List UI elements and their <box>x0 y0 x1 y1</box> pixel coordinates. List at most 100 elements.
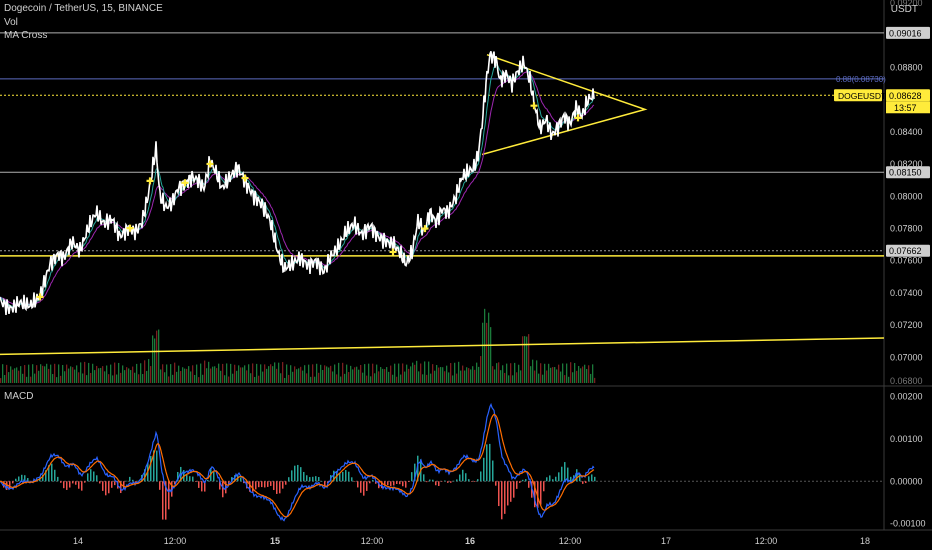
volume-bar <box>132 366 134 383</box>
macd-histogram-bar <box>99 481 101 484</box>
volume-bar <box>74 369 76 383</box>
volume-bar <box>588 365 590 383</box>
macd-histogram-bar <box>219 481 221 490</box>
countdown-tag <box>886 101 930 114</box>
volume-bar <box>2 364 4 383</box>
volume-bar <box>280 373 282 383</box>
macd-histogram-bar <box>546 477 548 482</box>
volume-bar <box>102 366 104 383</box>
macd-histogram-bar <box>348 471 350 482</box>
time-axis-tick-label: 14 <box>73 536 83 546</box>
volume-bar <box>420 363 422 383</box>
macd-histogram-bar <box>492 460 494 482</box>
volume-bar <box>500 370 502 383</box>
volume-bar <box>406 364 408 383</box>
volume-bar <box>70 366 72 383</box>
volume-bar <box>142 374 144 383</box>
macd-histogram-bar <box>165 481 167 520</box>
macd-histogram-bar <box>351 477 353 482</box>
volume-bar <box>30 376 32 383</box>
symbol-tag-label: DOGEUSDT <box>838 91 886 101</box>
price-level-tag-label: 0.08628 <box>889 91 922 101</box>
volume-bar <box>36 365 38 383</box>
volume-bar <box>266 368 268 383</box>
volume-bar <box>358 369 360 383</box>
macd-histogram-bar <box>585 481 587 484</box>
volume-bar <box>366 375 368 383</box>
volume-bar <box>530 366 532 383</box>
volume-bar <box>348 372 350 383</box>
macd-histogram-bar <box>183 470 185 482</box>
price-line <box>0 50 595 315</box>
volume-bar <box>352 369 354 383</box>
volume-bar <box>312 364 314 383</box>
volume-bar <box>110 364 112 383</box>
volume-bar <box>452 375 454 383</box>
volume-bar <box>120 372 122 383</box>
volume-bar <box>580 368 582 383</box>
price-level-tag <box>886 26 930 39</box>
macd-histogram-bar <box>360 481 362 493</box>
volume-bar <box>244 365 246 383</box>
price-level-tag <box>886 244 930 257</box>
volume-bar <box>302 370 304 383</box>
ma-cross-marker <box>421 225 429 233</box>
volume-bar <box>220 370 222 383</box>
volume-bar <box>60 375 62 383</box>
volume-bar <box>354 367 356 383</box>
volume-bar <box>202 374 204 383</box>
symbol-title: Dogecoin / TetherUS, 15, BINANCE <box>4 3 163 14</box>
volume-bar <box>318 372 320 383</box>
macd-histogram-bar <box>111 481 113 488</box>
volume-bar <box>38 370 40 383</box>
volume-bar <box>470 369 472 383</box>
ma-cross-indicator-label[interactable]: MA Cross <box>4 30 48 41</box>
volume-bar <box>154 338 156 383</box>
macd-histogram-bar <box>132 479 134 482</box>
volume-bar <box>284 377 286 383</box>
volume-bar <box>310 376 312 383</box>
volume-bar <box>548 363 550 383</box>
macd-histogram-bar <box>459 474 461 482</box>
volume-bar <box>456 373 458 383</box>
volume-bar <box>482 322 484 383</box>
macd-histogram-bar <box>207 479 209 482</box>
volume-bar <box>270 364 272 383</box>
volume-bar <box>104 371 106 383</box>
volume-bar <box>128 368 130 383</box>
macd-histogram-bar <box>363 481 365 496</box>
ma-cross-marker <box>206 160 214 168</box>
volume-indicator-label[interactable]: Vol <box>4 17 18 28</box>
volume-bar <box>432 364 434 383</box>
volume-bar <box>514 362 516 383</box>
volume-bar <box>332 371 334 383</box>
volume-bar <box>186 368 188 383</box>
volume-bar <box>184 368 186 383</box>
volume-bar <box>520 370 522 383</box>
macd-histogram-bar <box>333 470 335 482</box>
volume-bar <box>54 363 56 383</box>
macd-histogram-bar <box>186 474 188 482</box>
volume-bar <box>282 362 284 383</box>
volume-bar <box>294 366 296 383</box>
macd-histogram-bar <box>168 481 170 510</box>
macd-histogram-bar <box>399 481 401 485</box>
volume-bar <box>240 367 242 383</box>
volume-bar <box>496 363 498 383</box>
volume-bar <box>308 364 310 383</box>
macd-histogram-bar <box>78 481 80 489</box>
macd-histogram-bar <box>177 471 179 482</box>
macd-histogram-bar <box>156 450 158 482</box>
volume-bar <box>552 367 554 383</box>
macd-indicator-label[interactable]: MACD <box>4 391 34 402</box>
volume-bar <box>436 364 438 383</box>
volume-bar <box>208 361 210 383</box>
macd-histogram-bar <box>408 481 410 483</box>
volume-bar <box>274 362 276 383</box>
volume-bar <box>124 370 126 383</box>
volume-bar <box>68 368 70 383</box>
volume-bar <box>144 360 146 383</box>
volume-bar <box>238 365 240 383</box>
volume-bar <box>442 367 444 383</box>
